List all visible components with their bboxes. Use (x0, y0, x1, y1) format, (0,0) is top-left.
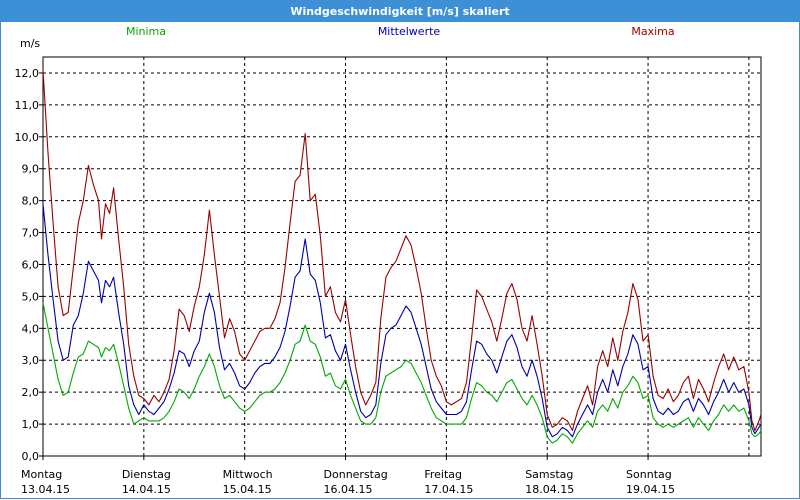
x-tick-date: 13.04.15 (21, 483, 70, 496)
y-tick-label: 1,0 (22, 418, 40, 431)
y-tick-label: 4,0 (22, 322, 40, 335)
x-tick-day: Donnerstag (324, 468, 388, 481)
series-line-mittelwerte (42, 203, 762, 438)
legend-mittelwerte: Mittelwerte (378, 25, 441, 38)
legend-maxima: Maxima (631, 25, 674, 38)
x-tick-day: Freitag (424, 468, 462, 481)
x-tick-date: 17.04.15 (424, 483, 473, 496)
x-tick-day: Sonntag (626, 468, 672, 481)
wind-speed-chart: 0,0 1,0 2,0 3,0 4,0 5,0 6,0 7,0 8,0 9,0 10,0 11,0 12… (15, 25, 762, 496)
x-tick-day: Dienstag (122, 468, 171, 481)
window-titlebar: Windgeschwindigkeit [m/s] skaliert (0, 0, 800, 23)
x-tick-date: 14.04.15 (122, 483, 171, 496)
series-line-maxima (42, 69, 762, 432)
y-tick-label: 5,0 (22, 290, 40, 303)
x-tick-date: 19.04.15 (626, 483, 675, 496)
window-title: Windgeschwindigkeit [m/s] skaliert (290, 4, 510, 18)
y-tick-label: 6,0 (22, 258, 40, 271)
x-tick-day: Montag (21, 468, 62, 481)
y-tick-label: 8,0 (22, 195, 40, 208)
y-tick-label: 3,0 (22, 354, 40, 367)
y-tick-label: 2,0 (22, 386, 40, 399)
y-tick-label: 9,0 (22, 163, 40, 176)
y-tick-label: 7,0 (22, 227, 40, 240)
y-tick-label: 10,0 (15, 131, 40, 144)
x-tick-day: Samstag (525, 468, 573, 481)
chart-window: 0,0 1,0 2,0 3,0 4,0 5,0 6,0 7,0 8,0 9,0 10,0 11,0 12… (0, 22, 800, 499)
x-tick-date: 18.04.15 (525, 483, 574, 496)
y-tick-label: 11,0 (15, 99, 40, 112)
legend-minima: Minima (126, 25, 166, 38)
x-tick-date: 16.04.15 (324, 483, 373, 496)
y-tick-label: 0,0 (22, 450, 40, 463)
y-tick-label: 12,0 (15, 67, 40, 80)
series-line-minima (42, 302, 762, 444)
x-tick-day: Mittwoch (223, 468, 273, 481)
plot-frame (42, 56, 762, 457)
y-axis-unit: m/s (20, 37, 40, 50)
x-tick-date: 15.04.15 (223, 483, 272, 496)
